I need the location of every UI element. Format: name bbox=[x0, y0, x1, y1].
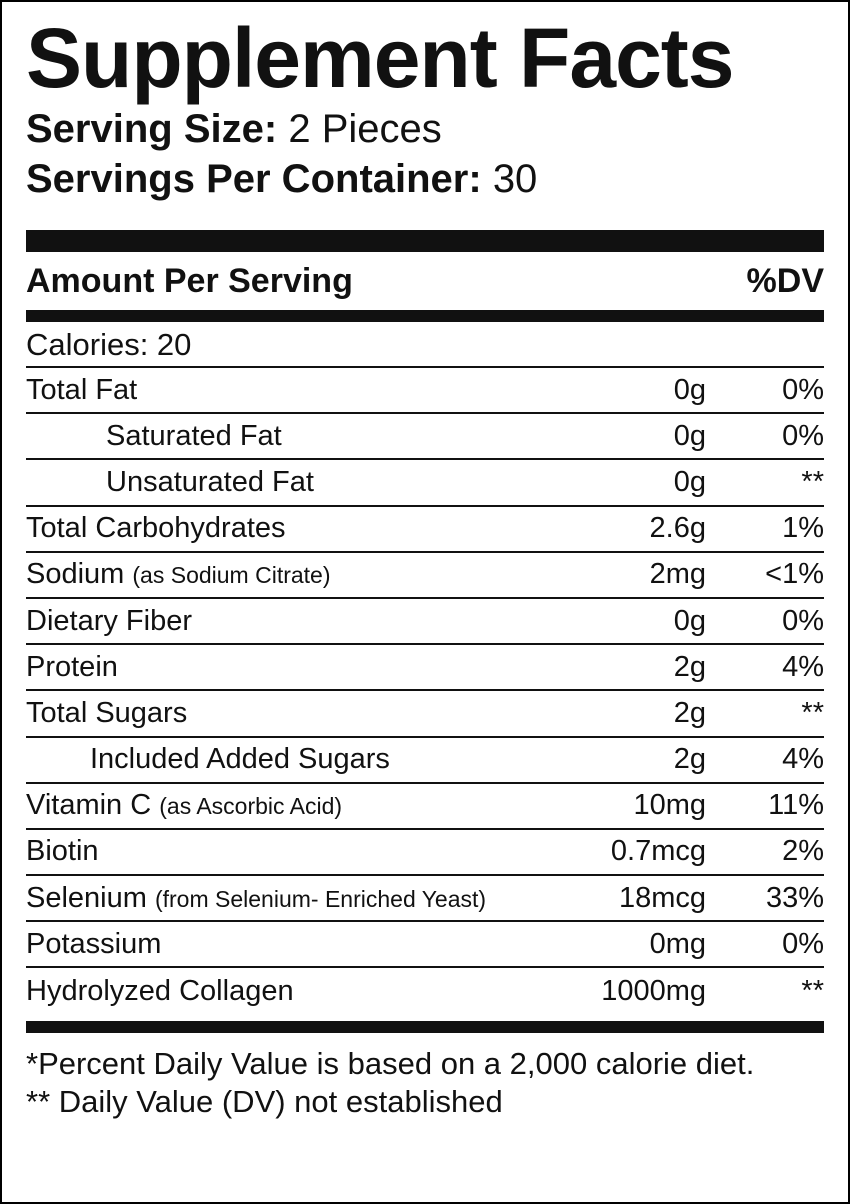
nutrient-name: Unsaturated Fat bbox=[106, 465, 314, 498]
nutrient-dv: 4% bbox=[782, 743, 824, 776]
table-row: Potassium 0mg 0% bbox=[26, 922, 824, 969]
footnote-daily-value: *Percent Daily Value is based on a 2,000… bbox=[26, 1045, 755, 1081]
nutrient-amount: 1000mg bbox=[601, 975, 706, 1008]
dv-header-label: %DV bbox=[746, 261, 824, 300]
nutrient-dv: 11% bbox=[768, 789, 824, 822]
serving-size-value: 2 Pieces bbox=[288, 107, 442, 151]
amount-header: Amount Per Serving %DV bbox=[26, 252, 824, 310]
table-row: Total Fat 0g 0% bbox=[26, 368, 824, 415]
nutrient-amount: 2g bbox=[673, 650, 706, 683]
page-title: Supplement Facts bbox=[26, 11, 734, 105]
thick-divider bbox=[26, 230, 824, 252]
nutrient-amount: 18mcg bbox=[618, 881, 706, 914]
nutrient-name: Selenium (from Selenium- Enriched Yeast) bbox=[26, 881, 487, 914]
nutrient-amount: 2g bbox=[673, 696, 706, 729]
nutrient-dv: 4% bbox=[782, 650, 824, 683]
nutrient-name: Saturated Fat bbox=[106, 419, 282, 452]
nutrient-dv: <1% bbox=[765, 558, 824, 591]
nutrient-note: (from Selenium- Enriched Yeast) bbox=[154, 885, 487, 912]
nutrient-dv: 0% bbox=[782, 373, 824, 406]
nutrient-name: Hydrolyzed Collagen bbox=[26, 975, 294, 1008]
servings-per-container-label: Servings Per Container: bbox=[26, 157, 482, 201]
nutrient-name: Included Added Sugars bbox=[90, 743, 390, 776]
nutrient-name: Vitamin C (as Ascorbic Acid) bbox=[26, 789, 343, 822]
nutrient-dv: 0% bbox=[782, 604, 824, 637]
nutrient-amount: 0.7mcg bbox=[610, 835, 706, 868]
nutrient-name: Total Sugars bbox=[26, 696, 188, 729]
nutrient-name: Dietary Fiber bbox=[26, 604, 192, 637]
nutrient-amount: 2.6g bbox=[649, 512, 706, 545]
nutrient-name: Total Carbohydrates bbox=[26, 512, 286, 545]
nutrient-dv: 0% bbox=[782, 927, 824, 960]
nutrient-amount: 2g bbox=[673, 743, 706, 776]
nutrient-name: Biotin bbox=[26, 835, 99, 868]
nutrient-dv: ** bbox=[801, 465, 824, 498]
table-row: Total Carbohydrates 2.6g 1% bbox=[26, 507, 824, 553]
calories-line: Calories: 20 bbox=[26, 322, 824, 368]
nutrient-dv: 33% bbox=[765, 881, 824, 914]
nutrient-dv: 1% bbox=[782, 512, 824, 545]
serving-size-label: Serving Size: bbox=[26, 107, 278, 151]
nutrient-dv: ** bbox=[801, 975, 824, 1008]
nutrient-amount: 10mg bbox=[633, 789, 706, 822]
footnote-not-established: ** Daily Value (DV) not established bbox=[26, 1083, 503, 1119]
footnotes: *Percent Daily Value is based on a 2,000… bbox=[26, 1033, 824, 1121]
nutrient-note: (as Ascorbic Acid) bbox=[159, 793, 343, 820]
bottom-divider bbox=[26, 1020, 824, 1033]
amount-per-serving-label: Amount Per Serving bbox=[26, 261, 353, 300]
table-row: Selenium (from Selenium- Enriched Yeast)… bbox=[26, 876, 824, 923]
nutrient-name: Protein bbox=[26, 650, 118, 683]
nutrient-name: Total Fat bbox=[26, 373, 138, 406]
table-row: Biotin 0.7mcg 2% bbox=[26, 830, 824, 877]
table-row: Included Added Sugars 2g 4% bbox=[26, 738, 824, 784]
nutrient-amount: 0mg bbox=[649, 927, 706, 960]
nutrient-dv: 0% bbox=[782, 419, 824, 452]
nutrient-name: Potassium bbox=[26, 927, 162, 960]
table-row: Saturated Fat 0g 0% bbox=[26, 414, 824, 461]
nutrient-name: Sodium (as Sodium Citrate) bbox=[26, 558, 331, 591]
nutrient-amount: 2mg bbox=[649, 558, 706, 591]
table-row: Hydrolyzed Collagen 1000mg ** bbox=[26, 968, 824, 1014]
nutrient-note: (as Sodium Citrate) bbox=[132, 562, 331, 589]
table-row: Unsaturated Fat 0g ** bbox=[26, 460, 824, 507]
nutrient-dv: ** bbox=[801, 696, 824, 729]
table-row: Total Sugars 2g ** bbox=[26, 691, 824, 738]
servings-per-container-value: 30 bbox=[492, 157, 538, 201]
table-row: Sodium (as Sodium Citrate) 2mg <1% bbox=[26, 553, 824, 599]
serving-size: Serving Size: 2 Pieces bbox=[26, 104, 824, 154]
table-row: Protein 2g 4% bbox=[26, 645, 824, 692]
nutrient-table: Total Fat 0g 0% Saturated Fat 0g 0% Unsa… bbox=[26, 368, 824, 1015]
nutrient-dv: 2% bbox=[782, 835, 824, 868]
nutrient-amount: 0g bbox=[673, 465, 706, 498]
table-row: Vitamin C (as Ascorbic Acid) 10mg 11% bbox=[26, 784, 824, 830]
nutrient-amount: 0g bbox=[673, 604, 706, 637]
nutrient-amount: 0g bbox=[673, 419, 706, 452]
header-divider bbox=[26, 310, 824, 322]
servings-per-container: Servings Per Container: 30 bbox=[26, 154, 824, 204]
nutrient-amount: 0g bbox=[673, 373, 706, 406]
table-row: Dietary Fiber 0g 0% bbox=[26, 599, 824, 646]
